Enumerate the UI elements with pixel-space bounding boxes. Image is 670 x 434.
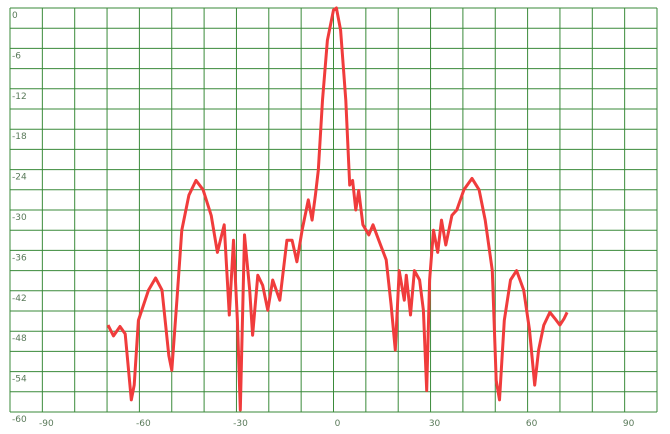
y-tick-label: -6 [12, 51, 21, 61]
y-tick-label: -24 [12, 173, 27, 183]
x-tick-label: 90 [623, 419, 635, 429]
y-tick-label: -30 [12, 213, 27, 223]
y-tick-label: -18 [12, 132, 27, 142]
y-tick-label: 0 [12, 11, 18, 21]
pattern-line [106, 6, 569, 412]
x-tick-label: -30 [233, 419, 248, 429]
x-tick-label: -90 [39, 419, 54, 429]
x-tick-label: 60 [526, 419, 538, 429]
x-tick-label: -60 [136, 419, 151, 429]
y-tick-label: -42 [12, 294, 27, 304]
y-tick-label: -54 [12, 375, 27, 385]
y-tick-label: -48 [12, 334, 27, 344]
y-tick-label: -36 [12, 253, 27, 263]
y-tick-label: -12 [12, 92, 27, 102]
x-tick-label: 30 [429, 419, 441, 429]
y-tick-label: -60 [12, 415, 27, 425]
x-tick-label: 0 [335, 419, 341, 429]
